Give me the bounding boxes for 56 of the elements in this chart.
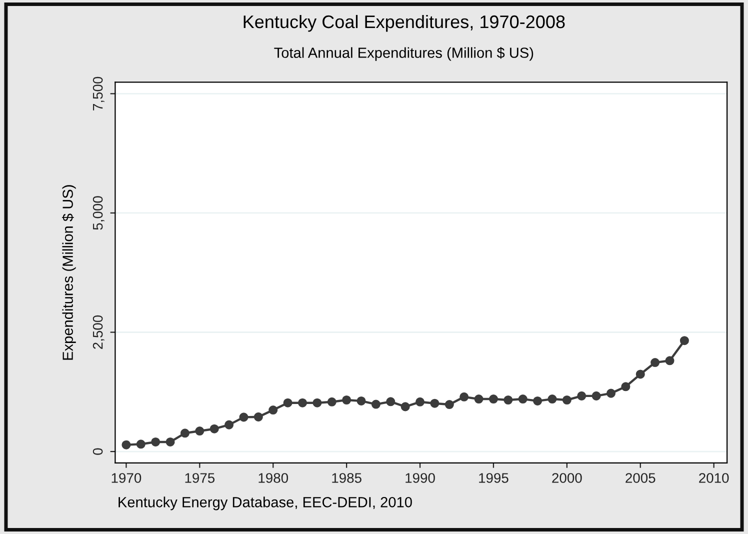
point	[606, 388, 616, 398]
point	[254, 412, 263, 422]
point	[562, 395, 572, 405]
point	[636, 370, 645, 379]
x-tick-label: 1990	[406, 473, 435, 483]
point	[621, 382, 630, 392]
point	[488, 394, 498, 404]
point	[239, 412, 248, 422]
y-tick-label: 0	[92, 448, 103, 455]
point	[416, 397, 425, 406]
y-tick-label: 2,500	[92, 315, 104, 349]
x-tick-label: 2005	[626, 473, 656, 483]
x-tick-label: 2000	[552, 473, 582, 483]
x-tick-label: 1970	[112, 473, 142, 483]
point	[474, 394, 484, 404]
point	[312, 398, 322, 408]
point	[680, 336, 689, 346]
text: Kentucky Energy Database, EEC-DEDI, 2010	[118, 496, 412, 510]
point	[650, 358, 660, 368]
point	[665, 356, 674, 366]
point	[504, 395, 513, 405]
point	[298, 398, 308, 408]
y-axis-title: Expenditures (Million $ US)	[62, 185, 76, 360]
x-tick-label: 1995	[479, 473, 508, 483]
y-tick-label: 5,000	[92, 196, 104, 230]
point	[444, 400, 454, 410]
x-tick-label: 2010	[699, 473, 729, 483]
point	[122, 440, 131, 450]
x-tick-label: 1980	[258, 473, 288, 483]
point	[430, 398, 440, 408]
point	[356, 396, 366, 406]
point	[224, 420, 234, 430]
point	[210, 424, 219, 434]
point	[180, 428, 190, 438]
point	[592, 391, 601, 400]
point	[195, 426, 204, 436]
point	[400, 402, 410, 412]
point	[151, 437, 160, 446]
point	[533, 396, 542, 406]
point	[371, 400, 380, 409]
point	[518, 394, 528, 404]
x-tick-label: 1985	[332, 473, 362, 483]
point	[283, 398, 292, 408]
point	[460, 392, 469, 402]
point	[577, 391, 586, 400]
point	[342, 395, 352, 405]
y-tick-label: 7,500	[92, 76, 104, 110]
chart-subtitle: Total Annual Expenditures (Million $ US)	[274, 46, 534, 61]
chart-title: Kentucky Coal Expenditures, 1970-2008	[244, 14, 565, 32]
point	[166, 437, 175, 446]
point	[548, 394, 557, 404]
point	[136, 440, 146, 449]
point	[386, 397, 396, 406]
x-tick-label: 1975	[185, 473, 215, 483]
point	[327, 397, 336, 406]
point	[268, 406, 278, 415]
